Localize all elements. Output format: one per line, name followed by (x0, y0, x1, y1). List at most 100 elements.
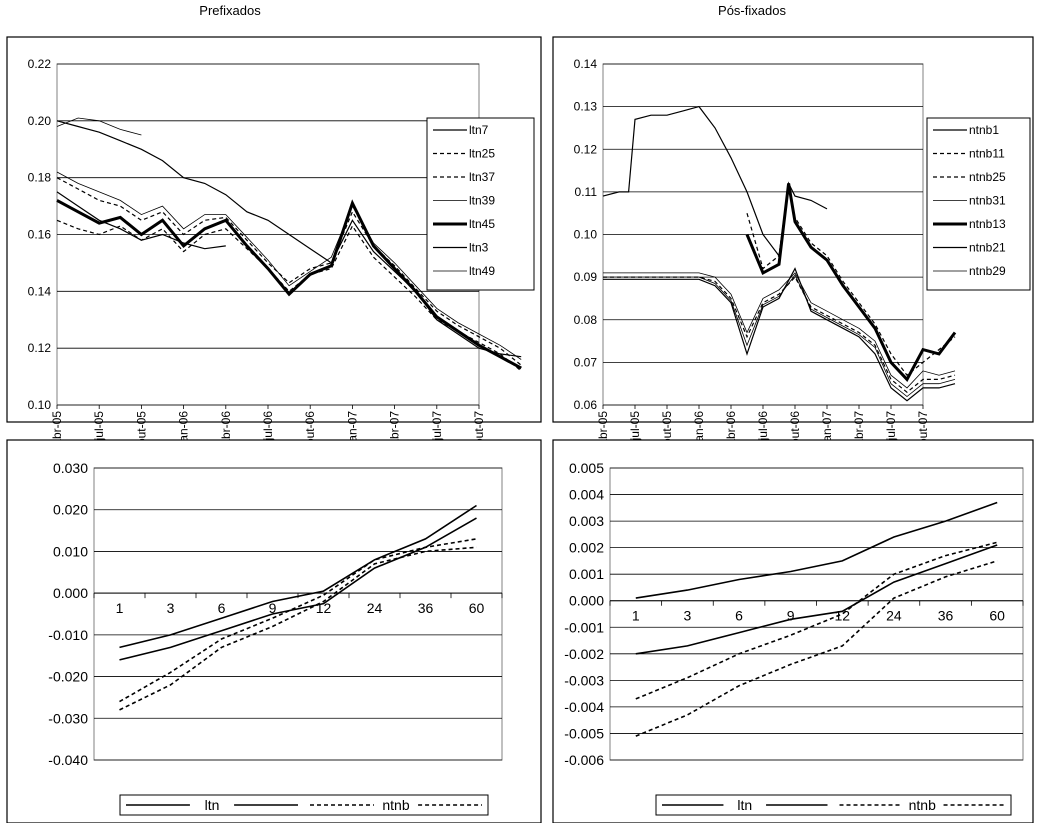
y-tick-label: -0.002 (564, 646, 604, 662)
x-tick-label: out-06 (788, 411, 802, 445)
category-label: 1 (632, 608, 640, 624)
category-label: 60 (989, 608, 1005, 624)
category-label: 6 (735, 608, 743, 624)
category-label: 24 (886, 608, 902, 624)
category-label: 3 (684, 608, 692, 624)
x-tick-label: jul-07 (430, 411, 444, 442)
y-tick-label: -0.030 (48, 710, 88, 726)
y-tick-label: -0.001 (564, 619, 604, 635)
legend-box (655, 794, 1012, 816)
legend-label: ntnb31 (969, 194, 1006, 208)
series-line-ntnb-4 (119, 546, 477, 711)
y-tick-label: 0.11 (575, 185, 598, 199)
series-line-ntnb31 (603, 272, 956, 389)
category-label: 3 (167, 600, 175, 616)
series-line-ltn45 (56, 199, 522, 370)
x-tick-label: jan-06 (692, 411, 706, 446)
series-line-ltn25 (56, 219, 522, 372)
legend-label: ltn (205, 797, 220, 813)
title-prefixados: Prefixados (199, 3, 261, 18)
x-tick-label: jan-07 (345, 411, 359, 446)
series-line-ltn-1 (635, 501, 998, 599)
series-line-ntnb11 (746, 183, 956, 377)
legend-label: ntnb25 (969, 170, 1006, 184)
x-tick-label: out-07 (472, 411, 486, 445)
y-tick-label: -0.004 (564, 699, 604, 715)
legend-label: ntnb (909, 797, 936, 813)
y-tick-label: 0.002 (569, 540, 604, 556)
x-tick-label: abr-06 (219, 411, 233, 446)
x-tick-label: jan-07 (820, 411, 834, 446)
y-tick-label: 0.004 (569, 487, 604, 503)
y-tick-label: 0.020 (53, 502, 88, 518)
legend-label: ntnb (382, 797, 409, 813)
y-tick-label: 0.010 (53, 543, 88, 559)
y-tick-label: 0.14 (28, 284, 52, 298)
x-tick-label: out-06 (303, 411, 317, 445)
plot-area (609, 467, 1024, 761)
category-label: 9 (787, 608, 795, 624)
series-line-ltn-2 (119, 517, 477, 661)
legend-label: ltn7 (469, 123, 489, 137)
category-label: 9 (269, 600, 277, 616)
y-tick-label: 0.14 (574, 57, 598, 71)
x-tick-label: abr-07 (852, 411, 866, 446)
x-tick-label: jul-06 (261, 411, 275, 442)
y-tick-label: 0.13 (574, 100, 598, 114)
y-tick-label: -0.005 (564, 725, 604, 741)
x-tick-label: abr-05 (596, 411, 610, 446)
y-tick-label: 0.001 (569, 566, 604, 582)
y-tick-label: 0.06 (574, 398, 598, 412)
series-line-ltn3 (56, 120, 522, 358)
series-line-ntnb29 (603, 274, 956, 398)
legend-box (426, 117, 535, 291)
y-tick-label: -0.010 (48, 627, 88, 643)
legend-label: ltn37 (469, 170, 495, 184)
y-tick-label: -0.006 (564, 752, 604, 768)
legend-label: ntnb13 (969, 217, 1006, 231)
legend-label: ltn3 (469, 241, 489, 255)
legend-label: ltn49 (469, 264, 495, 278)
legend-label: ntnb21 (969, 241, 1006, 255)
x-tick-label: out-05 (660, 411, 674, 445)
x-tick-label: abr-05 (50, 411, 64, 446)
x-tick-label: abr-06 (724, 411, 738, 446)
legend-label: ltn45 (469, 217, 495, 231)
y-tick-label: 0.030 (53, 460, 88, 476)
y-tick-label: 0.10 (574, 228, 598, 242)
y-tick-label: 0.12 (574, 142, 598, 156)
x-tick-label: jul-05 (92, 411, 106, 442)
y-tick-label: -0.003 (564, 672, 604, 688)
y-tick-label: 0.005 (569, 460, 604, 476)
y-tick-label: 0.003 (569, 513, 604, 529)
series-line-ltn-1 (119, 504, 477, 649)
x-tick-label: out-05 (134, 411, 148, 445)
legend-label: ltn (737, 797, 752, 813)
legend-label: ltn25 (469, 147, 495, 161)
y-tick-label: 0.12 (28, 341, 52, 355)
legend-label: ntnb11 (969, 147, 1005, 161)
x-tick-label: jul-05 (628, 411, 642, 442)
category-label: 1 (116, 600, 124, 616)
series-line-ntnb13 (745, 183, 957, 382)
y-tick-label: -0.040 (48, 752, 88, 768)
y-tick-label: 0.08 (574, 313, 598, 327)
series-line-ntnb-4 (635, 560, 998, 737)
y-tick-label: 0.000 (569, 593, 604, 609)
category-label: 24 (367, 600, 383, 616)
category-label: 12 (316, 600, 332, 616)
legend-label: ntnb1 (969, 123, 999, 137)
category-label: 36 (938, 608, 954, 624)
legend-box (926, 117, 1031, 291)
y-tick-label: -0.020 (48, 669, 88, 685)
x-tick-label: jul-06 (756, 411, 770, 442)
series-line-ntnb21 (603, 267, 956, 402)
y-tick-label: 0.16 (28, 228, 52, 242)
series-line-ntnb-3 (635, 541, 998, 700)
series-line-ltn49 (56, 117, 142, 136)
legend-label: ltn39 (469, 194, 495, 208)
y-tick-label: 0.10 (28, 398, 52, 412)
y-tick-label: 0.07 (574, 355, 598, 369)
title-posfixados: Pós-fixados (718, 3, 786, 18)
